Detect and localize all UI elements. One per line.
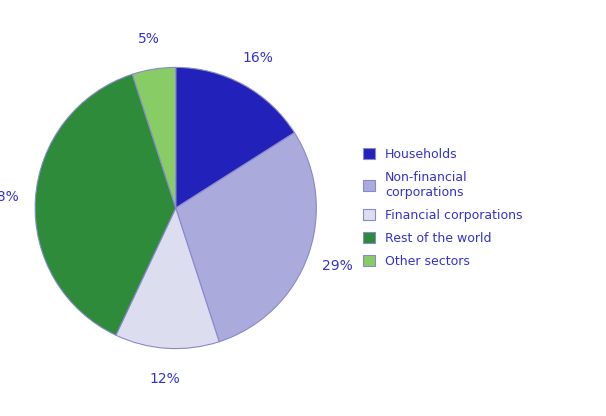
Wedge shape (116, 208, 219, 349)
Text: 38%: 38% (0, 190, 20, 204)
Wedge shape (35, 74, 176, 335)
Wedge shape (176, 67, 295, 208)
Wedge shape (176, 133, 316, 342)
Legend: Households, Non-financial
corporations, Financial corporations, Rest of the worl: Households, Non-financial corporations, … (359, 144, 527, 272)
Text: 16%: 16% (243, 51, 274, 65)
Text: 12%: 12% (150, 372, 181, 386)
Wedge shape (132, 67, 176, 208)
Text: 5%: 5% (138, 32, 160, 46)
Text: 29%: 29% (322, 259, 353, 273)
